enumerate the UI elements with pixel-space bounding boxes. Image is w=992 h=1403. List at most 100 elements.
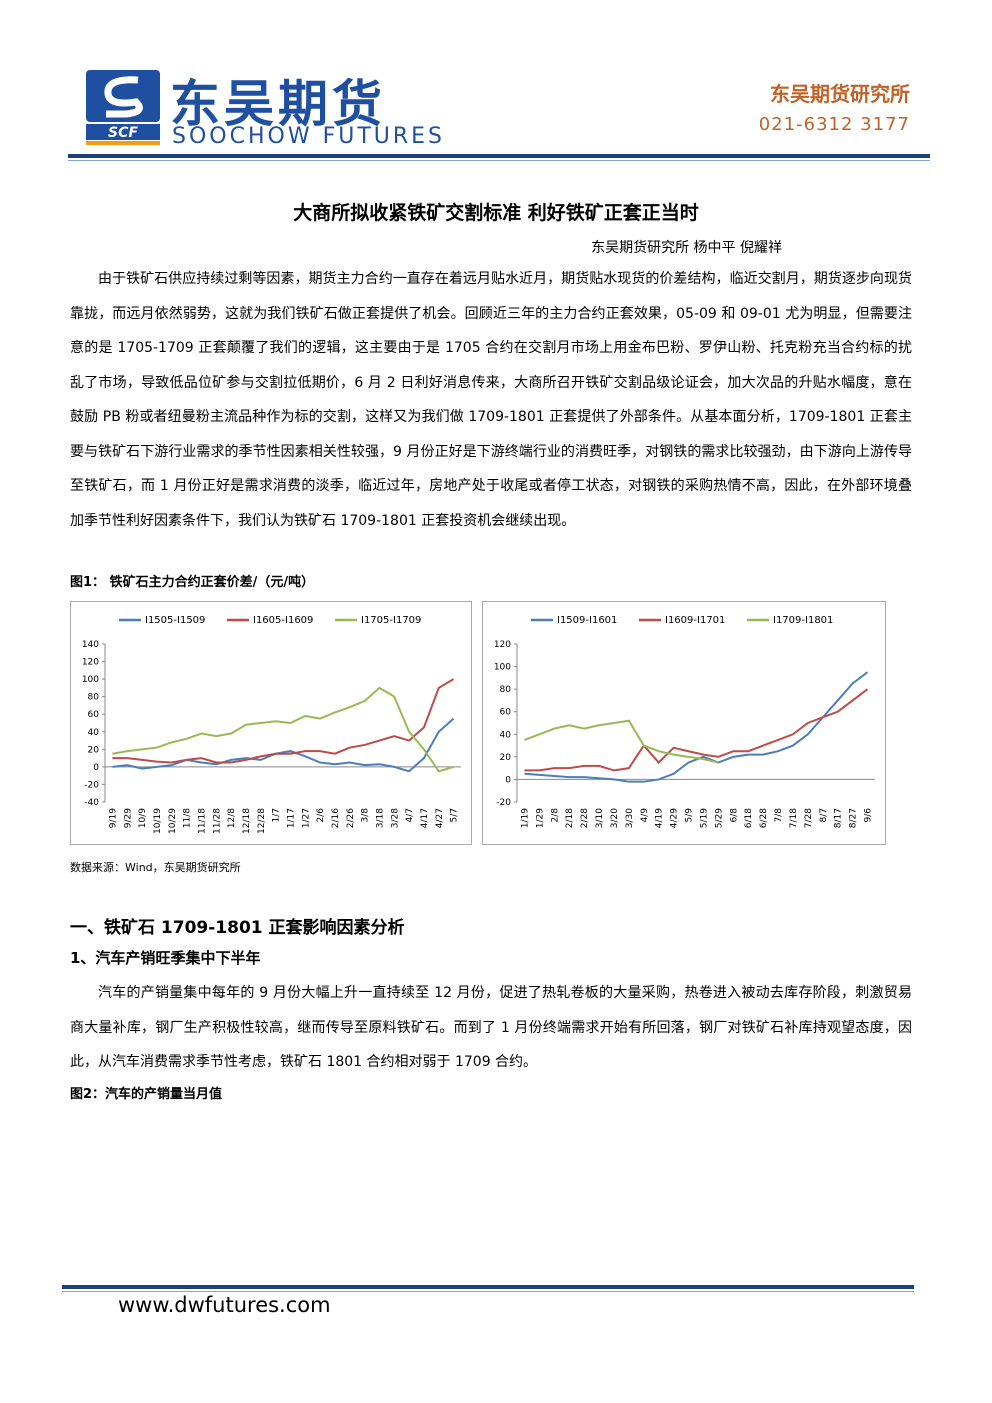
- x-tick-label: 1/29: [535, 808, 545, 828]
- x-tick-label: 4/7: [405, 808, 415, 822]
- legend-label: I1609-I1701: [665, 615, 725, 626]
- series-line: [112, 717, 455, 773]
- source: 数据来源：Wind，东吴期货研究所: [70, 861, 241, 874]
- org: 东吴期货研究所: [770, 82, 910, 106]
- legend-label: I1709-I1801: [773, 615, 833, 626]
- x-tick-label: 8/27: [849, 808, 859, 828]
- x-tick-label: 1/27: [301, 808, 311, 828]
- x-tick-label: 3/28: [390, 808, 400, 828]
- x-tick-label: 9/29: [123, 808, 133, 828]
- logo-band: [86, 124, 160, 140]
- y-tick-label: 40: [88, 728, 100, 738]
- y-tick-label: 120: [494, 640, 511, 650]
- x-tick-label: 10/9: [138, 808, 148, 828]
- x-tick-label: 5/9: [685, 808, 695, 823]
- x-tick-label: 3/10: [595, 808, 605, 828]
- subsection-heading: 1、汽车产销旺季集中下半年: [70, 949, 261, 967]
- series-line: [524, 719, 719, 764]
- x-tick-label: 9/6: [864, 808, 874, 823]
- section-heading: 一、铁矿石 1709-1801 正套影响因素分析: [70, 918, 405, 938]
- figure-caption: 图1： 铁矿石主力合约正套价差/（元/吨）: [70, 575, 315, 590]
- figure-caption: 图2：汽车的产销量当月值: [70, 1087, 223, 1102]
- y-tick-label: 120: [82, 658, 99, 668]
- legend-label: I1509-I1601: [557, 615, 617, 626]
- y-tick-label: 20: [88, 745, 100, 755]
- x-tick-label: 10/19: [153, 808, 163, 834]
- x-tick-label: 7/8: [774, 808, 784, 823]
- logo-icon: SCF: [86, 70, 160, 145]
- legend-label: I1605-I1609: [253, 615, 313, 626]
- logo-en: SOOCHOW FUTURES: [172, 124, 446, 149]
- x-tick-label: 9/19: [108, 808, 118, 828]
- x-tick-label: 11/28: [212, 808, 222, 834]
- y-tick-label: 0: [505, 775, 511, 785]
- x-tick-label: 8/7: [819, 808, 829, 822]
- x-tick-label: 2/16: [331, 808, 341, 828]
- x-tick-label: 3/8: [361, 808, 371, 823]
- x-tick-label: 2/28: [580, 808, 590, 828]
- footer-url: www.dwfutures.com: [118, 1293, 331, 1317]
- chart-box: -40 -20 0 20 40 60 80 100 120 140 9/19 9/29 10/9 10/1…: [70, 601, 472, 845]
- logo-s: [104, 76, 143, 118]
- series-line: [112, 678, 455, 764]
- header-rule: [68, 154, 930, 158]
- y-tick-label: -40: [84, 798, 99, 808]
- y-tick-label: 140: [82, 640, 99, 650]
- paragraph: 汽车的产销量集中每年的 9 月份大幅上升一直持续至 12 月份，促进了热轧卷板的…: [70, 985, 912, 1070]
- x-tick-label: 3/18: [375, 808, 385, 828]
- x-tick-label: 6/28: [759, 808, 769, 828]
- paragraph: 由于铁矿石供应持续过剩等因素，期货主力合约一直存在着远月贴水近月，期货贴水现货的…: [70, 271, 912, 529]
- x-tick-label: 12/8: [227, 808, 237, 828]
- x-tick-label: 2/18: [565, 808, 575, 828]
- y-tick-label: 100: [82, 675, 99, 685]
- x-tick-label: 4/17: [420, 808, 430, 828]
- x-tick-label: 12/28: [257, 808, 267, 834]
- x-tick-label: 5/7: [450, 808, 460, 822]
- x-tick-label: 2/8: [550, 808, 560, 823]
- x-tick-label: 6/18: [744, 808, 754, 828]
- x-tick-label: 1/7: [272, 808, 282, 822]
- y-tick-label: 100: [494, 663, 511, 673]
- chart-box: -20 0 20 40 60 80 100 120 1/19 1/29 2/8 2/18 2/28 3/1…: [482, 601, 886, 845]
- x-tick-label: 5/29: [714, 808, 724, 828]
- x-tick-label: 1/17: [286, 808, 296, 828]
- y-tick-label: 0: [93, 763, 99, 773]
- y-tick-label: 20: [500, 753, 512, 763]
- legend-label: I1505-I1509: [145, 615, 205, 626]
- x-tick-label: 7/28: [804, 808, 814, 828]
- y-tick-label: 40: [500, 730, 512, 740]
- series-line: [112, 686, 454, 773]
- x-tick-label: 4/19: [655, 808, 665, 828]
- logo-abbr: SCF: [108, 125, 138, 141]
- chart: -40 -20 0 20 40 60 80 100 120 140 9/19 9/29 10/9 10/1…: [82, 615, 461, 834]
- y-tick-label: 60: [88, 710, 100, 720]
- x-tick-label: 4/27: [435, 808, 445, 828]
- chart: -20 0 20 40 60 80 100 120 1/19 1/29 2/8 2/18 2/28 3/1…: [494, 615, 875, 828]
- footer-rule: [62, 1285, 914, 1289]
- x-tick-label: 11/18: [197, 808, 207, 834]
- x-tick-label: 3/30: [625, 808, 635, 828]
- series-line: [524, 671, 869, 783]
- y-tick-label: -20: [496, 798, 511, 808]
- y-tick-label: -20: [84, 780, 99, 790]
- header-rule-thin: [68, 160, 930, 161]
- authors: 东吴期货研究所 杨中平 倪耀祥: [591, 240, 782, 256]
- logo-cn: 东吴期货: [170, 75, 386, 133]
- logo-stripe: [86, 141, 160, 145]
- x-tick-label: 12/18: [242, 808, 252, 834]
- x-tick-label: 4/9: [640, 808, 650, 823]
- footer-rule-thin: [62, 1291, 914, 1292]
- y-tick-label: 80: [500, 685, 512, 695]
- x-tick-label: 1/19: [520, 808, 530, 828]
- x-tick-label: 6/8: [729, 808, 739, 823]
- x-tick-label: 2/26: [346, 808, 356, 828]
- title: 大商所拟收紧铁矿交割标准 利好铁矿正套正当时: [293, 202, 699, 224]
- x-tick-label: 3/20: [610, 808, 620, 828]
- y-tick-label: 60: [500, 708, 512, 718]
- x-tick-label: 7/18: [789, 808, 799, 828]
- x-tick-label: 11/8: [183, 808, 193, 828]
- x-tick-label: 4/29: [670, 808, 680, 828]
- x-tick-label: 2/6: [316, 808, 326, 823]
- phone: 021-6312 3177: [758, 114, 910, 135]
